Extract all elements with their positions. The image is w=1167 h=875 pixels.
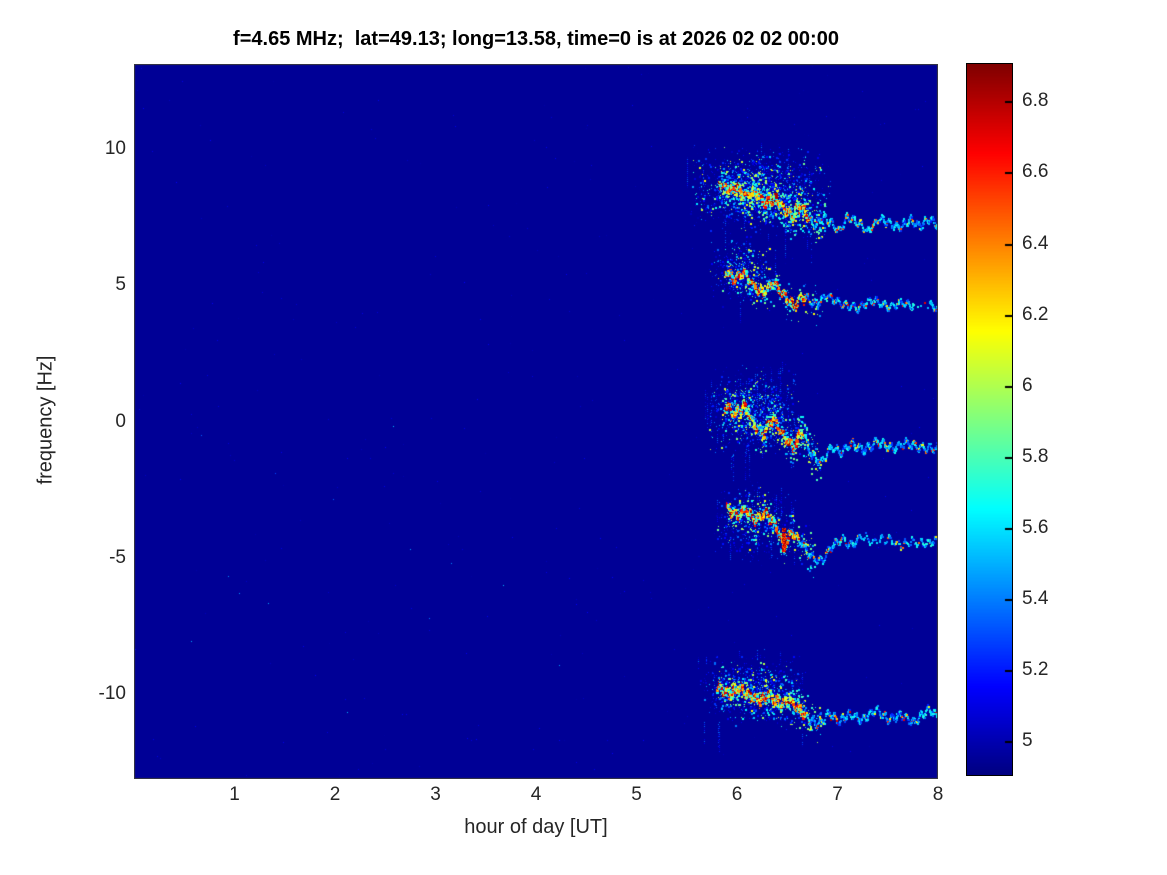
x-tick-label: 4 xyxy=(530,784,542,805)
spectrogram-plot xyxy=(134,64,938,779)
y-tick-label: 10 xyxy=(104,137,126,159)
x-tick-label: 8 xyxy=(932,784,944,805)
y-tick-label: 0 xyxy=(115,410,126,432)
colorbar-tick-label: 6.8 xyxy=(1022,90,1049,112)
x-tick-label: 7 xyxy=(832,784,843,805)
y-axis-label: frequency [Hz] xyxy=(34,355,57,485)
x-tick-label: 6 xyxy=(731,784,743,805)
colorbar-tick-label: 5.6 xyxy=(1022,516,1049,538)
colorbar xyxy=(966,63,1013,776)
y-tick-label: -10 xyxy=(98,683,126,705)
colorbar-tick-label: 6 xyxy=(1022,374,1033,396)
colorbar-tick-label: 6.4 xyxy=(1022,232,1049,254)
x-tick-label: 3 xyxy=(430,784,441,805)
y-tick-label: 5 xyxy=(115,274,126,296)
colorbar-tick-label: 6.6 xyxy=(1022,161,1049,183)
y-tick-label: -5 xyxy=(109,546,126,568)
x-tick-label: 2 xyxy=(329,784,341,805)
x-axis-label: hour of day [UT] xyxy=(464,816,608,838)
colorbar-tick-label: 6.2 xyxy=(1022,303,1049,325)
colorbar-tick-label: 5.4 xyxy=(1022,588,1049,610)
colorbar-tick-label: 5.2 xyxy=(1022,659,1049,681)
x-tick-label: 1 xyxy=(229,784,240,805)
colorbar-tick-label: 5.8 xyxy=(1022,445,1049,467)
colorbar-tick-label: 5 xyxy=(1022,730,1033,752)
x-tick-label: 5 xyxy=(631,784,642,805)
chart-title: f=4.65 MHz; lat=49.13; long=13.58, time=… xyxy=(233,28,839,50)
